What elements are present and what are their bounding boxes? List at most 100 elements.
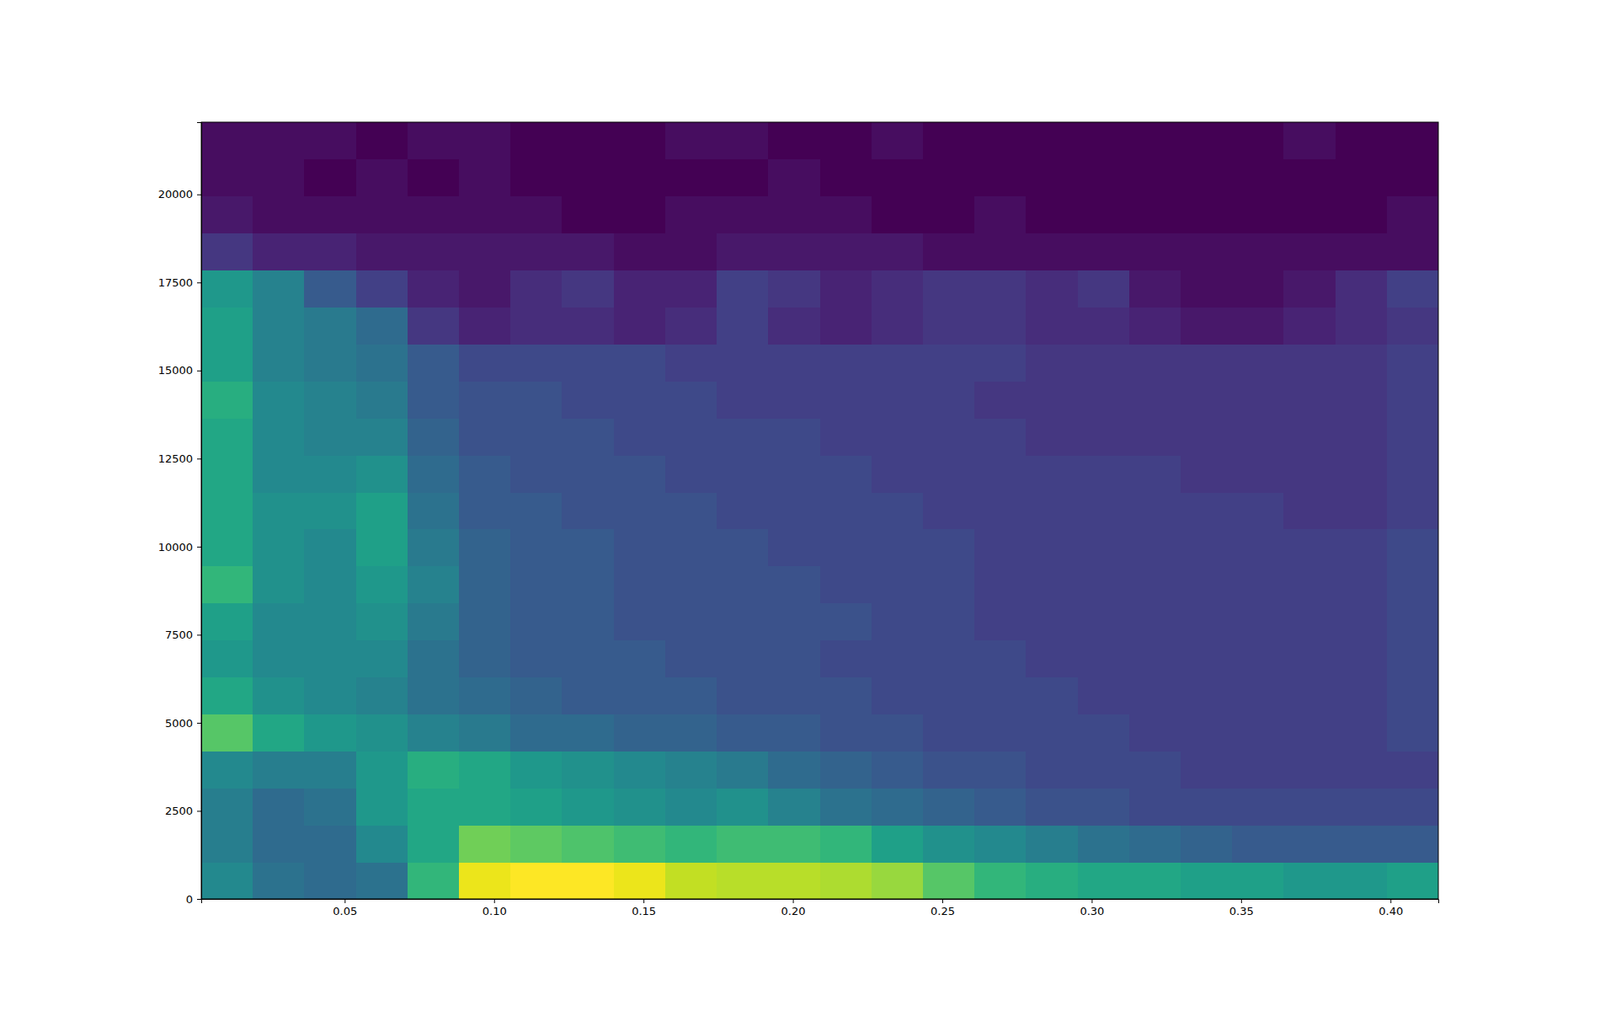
heatmap-cell bbox=[1386, 787, 1439, 825]
x-tick: 0.10 bbox=[482, 898, 507, 918]
heatmap-cell bbox=[922, 713, 976, 751]
heatmap-cell bbox=[561, 750, 614, 788]
heatmap-cell bbox=[665, 640, 718, 678]
heatmap-cell bbox=[1129, 270, 1182, 308]
heatmap-cell bbox=[1180, 196, 1233, 234]
heatmap-cell bbox=[201, 233, 254, 271]
heatmap-cell bbox=[561, 417, 614, 455]
heatmap-cell bbox=[356, 233, 409, 271]
heatmap-cell bbox=[407, 270, 460, 308]
heatmap-cell bbox=[1386, 122, 1439, 160]
heatmap-cell bbox=[613, 122, 667, 160]
heatmap-cell bbox=[561, 491, 614, 529]
heatmap-cell bbox=[356, 159, 409, 197]
heatmap-cell bbox=[974, 528, 1027, 566]
y-tick: 17500 bbox=[158, 276, 202, 289]
heatmap-cell bbox=[1025, 270, 1078, 308]
heatmap-cell bbox=[1232, 307, 1285, 345]
heatmap-cell bbox=[871, 640, 924, 678]
heatmap-cell bbox=[1180, 565, 1233, 603]
heatmap-cell bbox=[1025, 861, 1078, 899]
heatmap-cell bbox=[922, 824, 976, 862]
heatmap-cell bbox=[407, 528, 460, 566]
y-tick-label: 10000 bbox=[158, 540, 193, 554]
heatmap-cell bbox=[1180, 417, 1233, 455]
heatmap-cell bbox=[561, 640, 614, 678]
heatmap-cell bbox=[922, 159, 976, 197]
heatmap-cell bbox=[613, 528, 667, 566]
heatmap-cell bbox=[304, 343, 357, 381]
x-axis: 0.050.100.150.200.250.300.350.40 bbox=[202, 898, 1440, 918]
heatmap-cell bbox=[201, 196, 254, 234]
heatmap-cell bbox=[1283, 861, 1336, 899]
heatmap-cell bbox=[768, 270, 821, 308]
heatmap-cell bbox=[871, 491, 924, 529]
heatmap-cell bbox=[1335, 528, 1388, 566]
heatmap-cell bbox=[407, 750, 460, 788]
heatmap-cell bbox=[201, 343, 254, 381]
heatmap-cell bbox=[407, 824, 460, 862]
heatmap-cell bbox=[1232, 824, 1285, 862]
heatmap-cell bbox=[1232, 528, 1285, 566]
heatmap-cell bbox=[716, 750, 769, 788]
heatmap-cell bbox=[1180, 861, 1233, 899]
heatmap-cell bbox=[1283, 233, 1336, 271]
heatmap-cell bbox=[1180, 787, 1233, 825]
heatmap-cell bbox=[407, 380, 460, 418]
heatmap-cell bbox=[1129, 307, 1182, 345]
heatmap-cell bbox=[201, 491, 254, 529]
heatmap-cell bbox=[1283, 677, 1336, 715]
heatmap-cell bbox=[561, 380, 614, 418]
heatmap-cell bbox=[407, 677, 460, 715]
y-tick-mark bbox=[197, 194, 202, 196]
heatmap-cell bbox=[716, 602, 769, 640]
heatmap-cell bbox=[613, 565, 667, 603]
heatmap-cell bbox=[561, 787, 614, 825]
heatmap-cell bbox=[1232, 640, 1285, 678]
heatmap-cell bbox=[613, 196, 667, 234]
heatmap-cell bbox=[716, 233, 769, 271]
heatmap-cell bbox=[768, 750, 821, 788]
heatmap-cell bbox=[768, 565, 821, 603]
heatmap-cell bbox=[1077, 824, 1131, 862]
heatmap-cell bbox=[665, 159, 718, 197]
x-tick-mark bbox=[793, 898, 795, 903]
x-tick-label: 0.05 bbox=[332, 904, 358, 918]
heatmap-cell bbox=[1077, 713, 1131, 751]
heatmap-cell bbox=[871, 159, 924, 197]
heatmap-cell bbox=[458, 787, 512, 825]
heatmap-cell bbox=[613, 233, 667, 271]
heatmap-cell bbox=[922, 343, 976, 381]
heatmap-cell bbox=[458, 233, 512, 271]
heatmap-cell bbox=[974, 640, 1027, 678]
heatmap-cell bbox=[1283, 454, 1336, 492]
heatmap-cell bbox=[922, 307, 976, 345]
heatmap-cell bbox=[1283, 196, 1336, 234]
heatmap-cell bbox=[561, 454, 614, 492]
heatmap-cell bbox=[201, 787, 254, 825]
heatmap-cell bbox=[510, 565, 563, 603]
heatmap-cell bbox=[1077, 861, 1131, 899]
heatmap-cell bbox=[1386, 713, 1439, 751]
heatmap-cell bbox=[1129, 417, 1182, 455]
heatmap-cell bbox=[1232, 750, 1285, 788]
heatmap-cell bbox=[201, 159, 254, 197]
heatmap-cell bbox=[1025, 122, 1078, 160]
heatmap-cell bbox=[1025, 454, 1078, 492]
heatmap-cell bbox=[356, 122, 409, 160]
heatmap-cell bbox=[768, 787, 821, 825]
heatmap-cell bbox=[768, 824, 821, 862]
heatmap-cell bbox=[974, 196, 1027, 234]
heatmap-cell bbox=[1129, 122, 1182, 160]
heatmap-cell bbox=[561, 196, 614, 234]
heatmap-cell bbox=[252, 713, 305, 751]
heatmap-cell bbox=[613, 454, 667, 492]
heatmap-cell bbox=[201, 380, 254, 418]
heatmap-cell bbox=[716, 565, 769, 603]
heatmap-cell bbox=[356, 640, 409, 678]
heatmap-cell bbox=[768, 528, 821, 566]
heatmap-cell bbox=[304, 196, 357, 234]
heatmap-cell bbox=[1335, 417, 1388, 455]
heatmap-cell bbox=[1283, 380, 1336, 418]
heatmap-cell bbox=[510, 417, 563, 455]
